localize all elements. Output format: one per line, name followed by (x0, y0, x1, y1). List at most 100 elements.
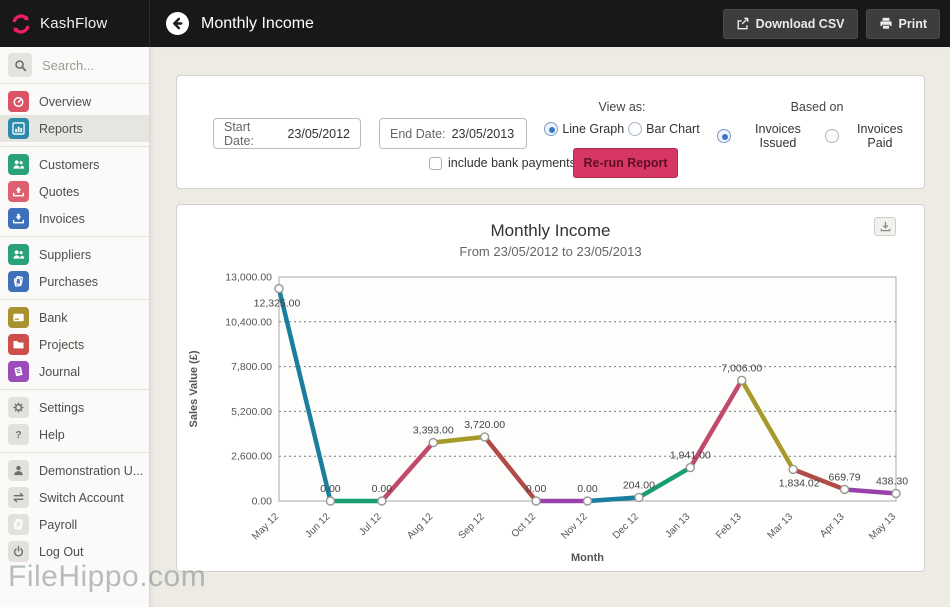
gauge-icon (8, 91, 29, 112)
data-point[interactable] (891, 488, 901, 499)
print-button[interactable]: Print (865, 8, 940, 39)
back-button[interactable] (166, 12, 189, 35)
view-as-group: View as: Line Graph Bar Chart (527, 100, 717, 136)
sidebar-item-reports[interactable]: Reports (0, 115, 149, 142)
x-tick-label: Oct 12 (510, 511, 539, 540)
sidebar-group-0: Overview Reports (0, 84, 149, 147)
x-tick-label: Jan 13 (663, 511, 692, 540)
radio-based-on-invoices-issued[interactable]: Invoices Issued (717, 122, 821, 150)
point-label: 7,006.00 (721, 362, 762, 374)
end-date-label: End Date: (390, 126, 446, 141)
end-date-input[interactable]: End Date: 23/05/2013 (379, 118, 527, 149)
sidebar-item-label: Projects (39, 337, 85, 352)
point-label: 0.00 (320, 483, 341, 495)
data-point[interactable] (788, 464, 798, 475)
line-segment[interactable] (842, 487, 899, 496)
report-filter-panel: Start Date: 23/05/2012 End Date: 23/05/2… (176, 75, 925, 189)
checkbox-box[interactable] (429, 156, 442, 170)
sidebar-item-suppliers[interactable]: Suppliers (0, 241, 149, 268)
line-segment[interactable] (739, 378, 796, 472)
download-csv-button[interactable]: Download CSV (722, 8, 858, 39)
start-date-input[interactable]: Start Date: 23/05/2012 (213, 118, 361, 149)
sidebar-item-bank[interactable]: Bank (0, 304, 149, 331)
point-label: 3,393.00 (413, 425, 454, 437)
radio-icon[interactable] (628, 122, 643, 136)
top-bar: KashFlow Monthly Income Download CSV Pri… (0, 0, 950, 47)
sidebar-item-switch-account[interactable]: Switch Account (0, 484, 149, 511)
brand-area[interactable]: KashFlow (0, 0, 150, 47)
sidebar-item-quotes[interactable]: Quotes (0, 178, 149, 205)
sidebar-item-label: Purchases (39, 274, 99, 289)
sidebar-item-purchases[interactable]: Purchases (0, 268, 149, 295)
x-tick-label: Dec 12 (611, 511, 641, 541)
sidebar-item-customers[interactable]: Customers (0, 151, 149, 178)
power-icon (8, 541, 29, 562)
folder-icon (8, 334, 29, 355)
line-segment[interactable] (636, 465, 693, 500)
chart-panel: Monthly Income From 23/05/2012 to 23/05/… (176, 204, 925, 572)
chart-export-button[interactable] (874, 217, 896, 236)
sidebar-item-help[interactable]: ? Help (0, 421, 149, 448)
sidebar-item-label: Customers (39, 157, 100, 172)
line-chart[interactable]: 0.00 2,600.00 5,200.00 7,800.00 10,400.00 13,… (183, 267, 920, 569)
data-point[interactable] (531, 496, 541, 506)
point-label: 204.00 (623, 479, 655, 491)
line-segment[interactable] (585, 495, 642, 504)
sidebar-group-2: Suppliers Purchases (0, 237, 149, 300)
sidebar-group-4: Settings? Help (0, 390, 149, 453)
x-tick-label: Jun 12 (304, 511, 333, 540)
data-point[interactable] (737, 375, 747, 385)
radio-based-on-invoices-paid[interactable]: Invoices Paid (824, 122, 917, 150)
search-placeholder: Search... (42, 57, 95, 73)
line-segment[interactable] (431, 434, 487, 445)
data-point[interactable] (274, 283, 284, 294)
data-point[interactable] (479, 432, 490, 442)
data-point[interactable] (839, 484, 850, 495)
start-date-label: Start Date: (224, 119, 254, 148)
line-segment[interactable] (276, 286, 333, 504)
sidebar-item-log-out[interactable]: Log Out (0, 538, 149, 565)
include-bank-payments-checkbox[interactable]: include bank payments (429, 156, 576, 170)
question-icon: ? (8, 424, 29, 445)
line-segment[interactable] (790, 467, 847, 492)
sidebar-item-label: Reports (39, 121, 83, 136)
y-tick-label: 0.00 (252, 496, 273, 508)
x-tick-label: Feb 13 (714, 511, 744, 541)
radio-icon[interactable] (717, 129, 731, 143)
data-point[interactable] (325, 496, 336, 506)
sidebar-item-overview[interactable]: Overview (0, 88, 149, 115)
line-segment[interactable] (482, 434, 539, 504)
y-tick-label: 10,400.00 (225, 316, 272, 328)
radio-icon[interactable] (544, 122, 559, 136)
sidebar-item-payroll[interactable]: Payroll (0, 511, 149, 538)
data-point[interactable] (634, 492, 644, 503)
sidebar-item-label: Overview (39, 94, 92, 109)
end-date-value: 23/05/2013 (451, 126, 515, 141)
sidebar-item-settings[interactable]: Settings (0, 394, 149, 421)
sidebar-item-label: Quotes (39, 184, 80, 199)
radio-icon[interactable] (824, 129, 839, 143)
page-title: Monthly Income (201, 14, 314, 32)
person-icon (8, 460, 29, 481)
print-label: Print (898, 16, 927, 31)
sidebar-item-invoices[interactable]: Invoices (0, 205, 149, 232)
download-csv-label: Download CSV (755, 16, 845, 31)
radio-view-as-line-graph[interactable]: Line Graph (544, 122, 624, 136)
sidebar-item-journal[interactable]: Journal (0, 358, 149, 385)
line-segment[interactable] (379, 440, 436, 504)
sidebar-item-projects[interactable]: Projects (0, 331, 149, 358)
point-label: 669.79 (829, 471, 861, 483)
point-label: 3,720.00 (464, 419, 505, 431)
chart-subtitle: From 23/05/2012 to 23/05/2013 (459, 244, 642, 259)
data-point[interactable] (428, 437, 438, 448)
line-segment[interactable] (688, 378, 744, 470)
search-input[interactable]: Search... (0, 47, 149, 84)
sidebar-item-label: Invoices (39, 211, 85, 226)
data-point[interactable] (685, 462, 696, 473)
radio-view-as-bar-chart[interactable]: Bar Chart (628, 122, 700, 136)
point-label: 0.00 (372, 483, 393, 495)
data-point[interactable] (377, 496, 387, 506)
sidebar-item-demonstration-u[interactable]: Demonstration U... (0, 457, 149, 484)
rerun-report-button[interactable]: Re-run Report (573, 148, 678, 178)
data-point[interactable] (582, 496, 593, 506)
